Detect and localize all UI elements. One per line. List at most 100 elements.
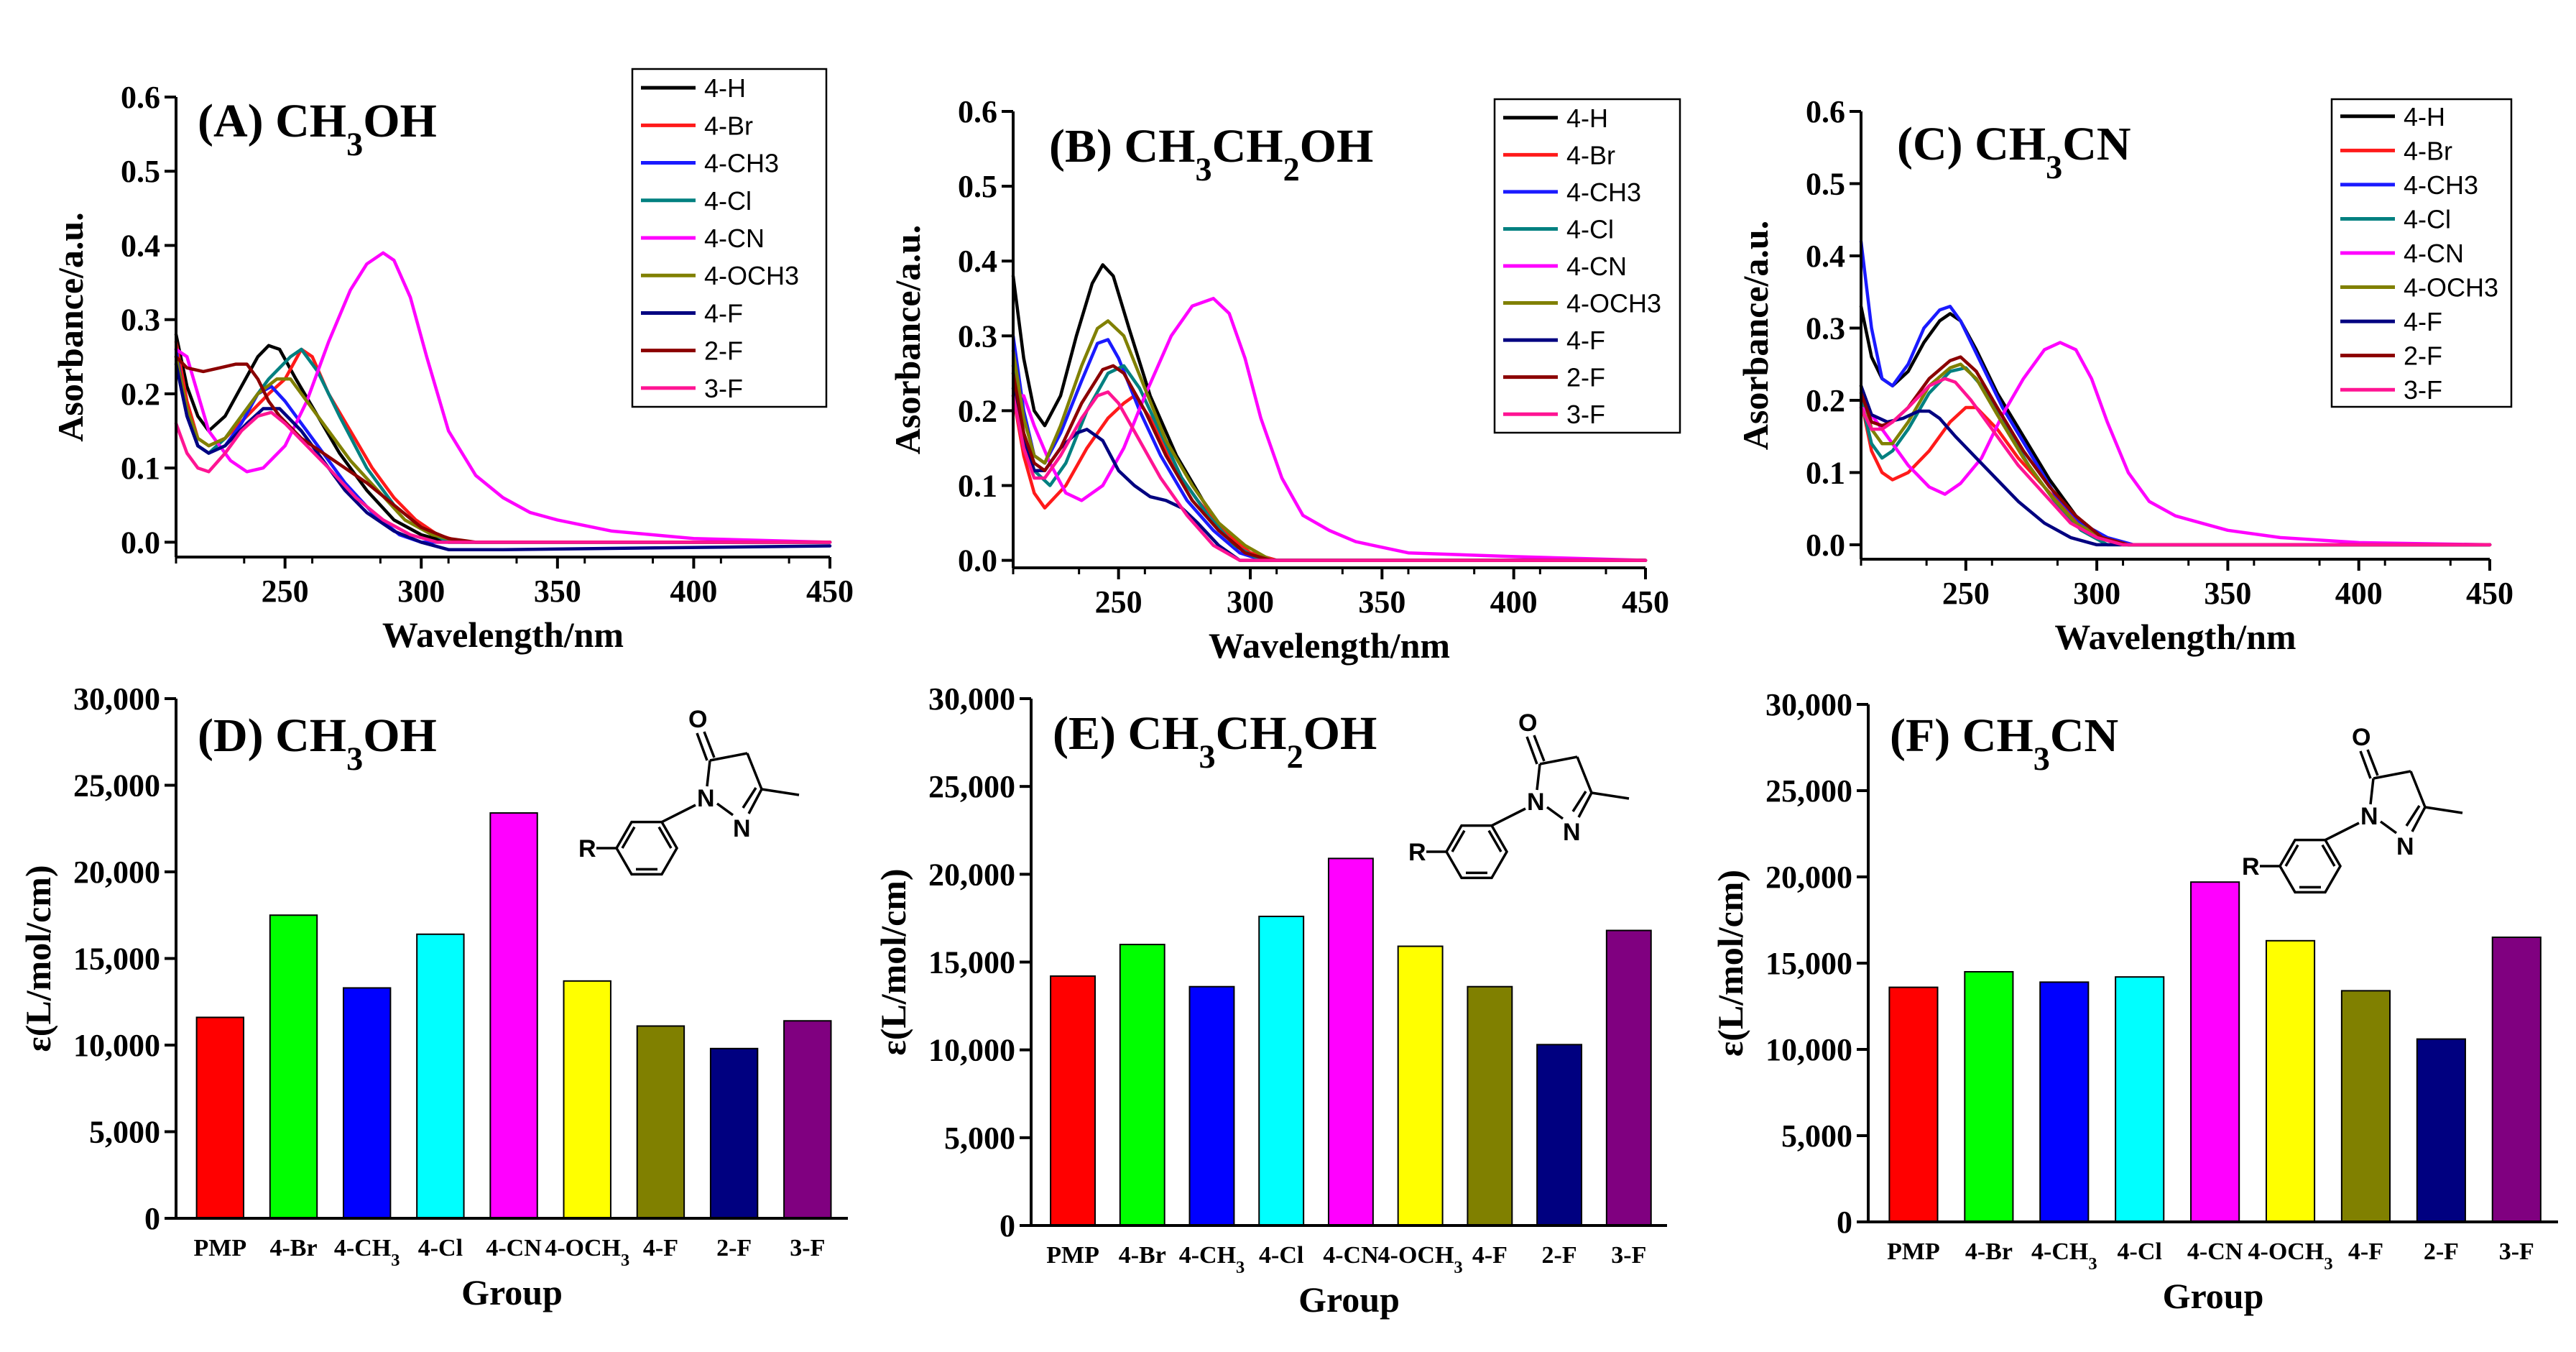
ring-nitrogen-2: N	[733, 815, 751, 842]
ring-double-bond	[2321, 844, 2336, 867]
category-label: 4-CH3	[334, 1235, 400, 1270]
legend-label: 2-F	[1566, 363, 1605, 392]
c-n-double-bond-2	[1571, 791, 1587, 812]
bar	[195, 1016, 245, 1219]
c-n-double-bond	[747, 788, 763, 814]
panel-solvent-part: 3	[1195, 151, 1211, 188]
y-tick-label: 0.1	[121, 451, 160, 486]
benzene-ring	[1444, 824, 1509, 880]
y-tick-label: 0.1	[1806, 455, 1845, 490]
y-tick-label: 15,000	[1765, 946, 1852, 981]
panel-solvent-part: OH	[363, 709, 437, 762]
legend-label: 4-F	[704, 298, 743, 328]
panel-title: (F) CH3CN	[1890, 709, 2118, 777]
ring-bond	[746, 753, 763, 790]
ring-bond	[2373, 770, 2411, 780]
legend-label: 4-Cl	[704, 186, 752, 216]
panel-letter: (C)	[1897, 118, 1963, 170]
panel-solvent-part: CH	[1127, 707, 1199, 760]
ring-bond	[1576, 756, 1593, 794]
y-tick-label: 0.5	[121, 154, 160, 189]
series-line-3-f	[174, 410, 832, 544]
legend-label: 4-F	[1566, 326, 1605, 355]
carbonyl-bond-2	[2366, 749, 2379, 776]
category-label-part: 4-Br	[269, 1235, 317, 1261]
y-axis-title: ε(L/mol/cm)	[1710, 870, 1750, 1057]
y-axis-title: Asorbance/a.u.	[887, 225, 928, 454]
y-axis-title: ε(L/mol/cm)	[873, 868, 913, 1055]
uv-vis-panel-a: 250 300 350 400 450 0.0 0.1 0.2 0.3 0.4 0.5 0.6 Wave…	[50, 68, 854, 655]
ring-bond	[706, 760, 711, 787]
panel-solvent-part: 3	[1199, 738, 1215, 775]
series-line-3-f	[1011, 390, 1648, 562]
y-tick-label: 0.5	[958, 169, 997, 204]
category-label: 4-Cl	[2118, 1238, 2162, 1265]
legend-label: 4-OCH3	[704, 261, 799, 290]
category-label: 4-CN	[486, 1235, 542, 1261]
legend: 4-H 4-Br 4-CH3 4-Cl 4-CN 4-OCH3 4-F 2-F 3-F	[2330, 98, 2513, 408]
legend-label: 4-H	[704, 73, 746, 103]
category-label: 4-Cl	[1259, 1242, 1303, 1269]
category-label-part: 4-Cl	[2118, 1238, 2162, 1265]
category-label: 4-Cl	[418, 1235, 463, 1261]
category-label: 4-F	[1472, 1242, 1508, 1269]
aryl-n-bond	[1491, 807, 1526, 827]
benzene-ring	[614, 820, 679, 876]
bar	[1605, 929, 1652, 1227]
y-tick-label: 15,000	[928, 945, 1015, 980]
bar	[1397, 945, 1444, 1226]
category-label: 4-OCH3	[2248, 1238, 2333, 1274]
category-label-part: 4-F	[2348, 1238, 2383, 1265]
x-axis-title: Group	[1298, 1279, 1400, 1320]
panel-solvent-part: 3	[346, 740, 363, 777]
legend-label: 4-Br	[2404, 136, 2452, 165]
x-axis-title: Group	[2163, 1276, 2264, 1316]
panel-solvent-part: OH	[1300, 120, 1374, 173]
y-axis-title: ε(L/mol/cm)	[18, 865, 58, 1052]
series-line-4-f	[174, 362, 832, 551]
category-label: 4-CN	[1323, 1242, 1379, 1269]
y-tick-label: 0.4	[1806, 239, 1845, 274]
y-tick-label: 20,000	[928, 857, 1015, 892]
category-label-part: 3	[1454, 1258, 1462, 1277]
category-label-part: PMP	[1046, 1242, 1099, 1269]
category-label-part: PMP	[1887, 1238, 1940, 1265]
x-axis-title: Group	[461, 1272, 563, 1312]
x-axis-title: Wavelength/nm	[1209, 625, 1450, 666]
pyrazolone-structure: R NN O	[2242, 724, 2463, 894]
x-axis-title: Wavelength/nm	[2054, 617, 2296, 657]
category-label-part: 4-Br	[1119, 1242, 1166, 1269]
category-label: 4-CH3	[2031, 1238, 2097, 1274]
molar-absorptivity-panel-f: PMP 4-Br 4-CH3 4-Cl 4-CN 4-OCH3 4-F 2-F 3-F05,00…	[1710, 687, 2558, 1316]
legend-label: 4-H	[2404, 102, 2445, 132]
carbonyl-oxygen: O	[1518, 709, 1537, 737]
y-tick-label: 10,000	[1765, 1032, 1852, 1067]
x-tick-label: 350	[2204, 576, 2251, 611]
legend-label: 4-OCH3	[2404, 273, 2498, 303]
carbonyl-bond-2	[703, 731, 716, 758]
n-n-bond	[716, 802, 734, 817]
y-tick-label: 0.1	[958, 468, 997, 503]
x-tick-label: 350	[534, 574, 581, 609]
methyl-bond	[1591, 791, 1630, 800]
bar	[342, 987, 392, 1219]
substituent-label: R	[2242, 853, 2260, 880]
carbonyl-bond-2	[1533, 735, 1546, 762]
panel-solvent-part: 3	[2033, 740, 2050, 777]
bar	[1964, 971, 2014, 1223]
bar	[416, 933, 465, 1219]
panel-letter: (F)	[1890, 709, 1950, 762]
y-tick-label: 0.0	[958, 543, 997, 579]
y-tick-label: 0.2	[1806, 383, 1845, 418]
aryl-n-bond	[661, 804, 696, 824]
bar	[2491, 937, 2542, 1223]
panel-solvent-part: CH	[1975, 118, 2046, 170]
panel-solvent-part: CH	[275, 95, 346, 147]
y-tick-label: 5,000	[1781, 1118, 1852, 1154]
y-tick-label: 0	[1000, 1208, 1015, 1243]
bar	[2340, 990, 2391, 1223]
panel-solvent-part: 3	[2046, 149, 2062, 185]
y-tick-label: 30,000	[1765, 687, 1852, 722]
category-label: 4-Br	[1965, 1238, 2013, 1265]
